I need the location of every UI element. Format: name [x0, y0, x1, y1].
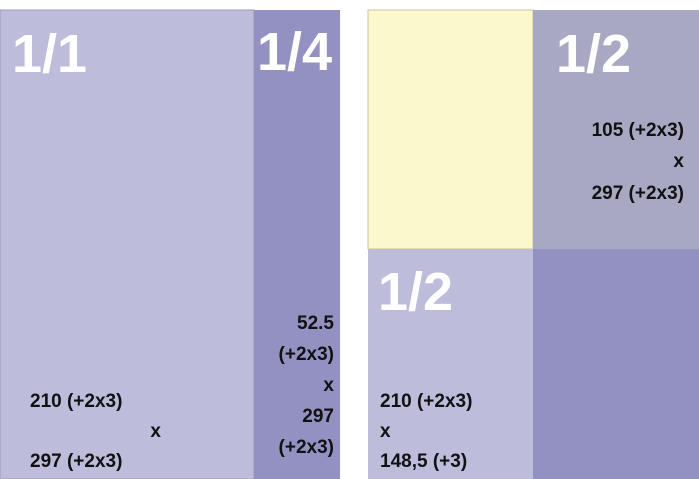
yellow-block [367, 9, 534, 250]
dimension: 297 (+2x3) [592, 183, 684, 204]
dimension: 297 [302, 406, 334, 427]
dimension: 52.5 [297, 313, 334, 334]
blue-block [533, 249, 699, 479]
format-label: 1/2 [556, 24, 631, 84]
dimension: (+2x3) [279, 437, 334, 458]
quarter-strip [254, 10, 340, 479]
dimension: 148,5 (+3) [380, 451, 467, 472]
half-horizontal-block [368, 249, 533, 479]
dimension: 210 (+2x3) [380, 391, 472, 412]
dimension: (+2x3) [279, 344, 334, 365]
format-label: 1/2 [378, 262, 453, 322]
dimension: x [150, 421, 161, 442]
dimension: 297 (+2x3) [30, 451, 122, 472]
half-vertical-block [533, 10, 699, 249]
dimension: 210 (+2x3) [30, 391, 122, 412]
format-label: 1/4 [257, 22, 332, 82]
full-page [0, 9, 255, 479]
dimension: x [323, 375, 334, 396]
dimension: 105 (+2x3) [592, 120, 684, 141]
dimension: x [673, 151, 684, 172]
dimension: x [380, 421, 391, 442]
format-label: 1/1 [12, 24, 87, 84]
